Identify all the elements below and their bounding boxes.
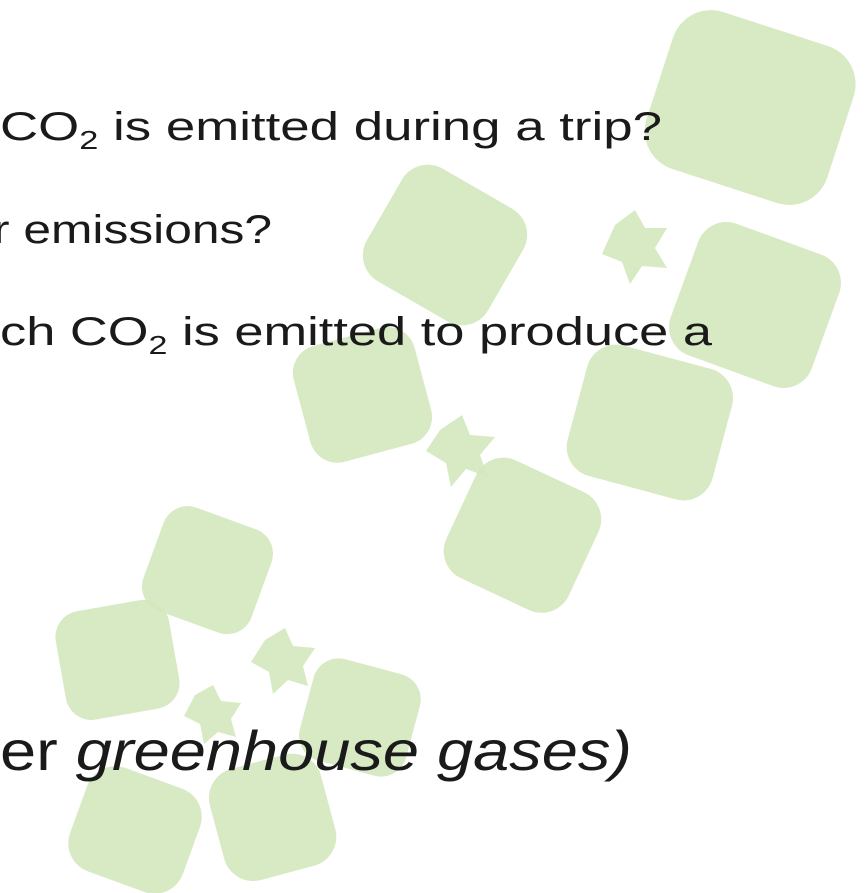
star-blob bbox=[602, 210, 667, 284]
text: r emissions? bbox=[0, 208, 272, 252]
text: is emitted to produce a bbox=[167, 310, 713, 354]
sole-blob bbox=[299, 658, 421, 777]
subscript: 2 bbox=[148, 330, 167, 360]
sole-blob bbox=[141, 506, 273, 635]
text: CO bbox=[0, 105, 79, 149]
text: ch CO bbox=[0, 310, 148, 354]
text: er bbox=[0, 719, 76, 782]
star-blob bbox=[426, 415, 495, 487]
sole-blob bbox=[55, 599, 180, 720]
text-line: r emissions? bbox=[0, 208, 272, 252]
heel-blob bbox=[68, 766, 202, 893]
star-blob bbox=[251, 628, 315, 694]
text: is emitted during a trip? bbox=[98, 105, 662, 149]
heel-blob bbox=[208, 753, 337, 882]
star-blob bbox=[184, 685, 241, 744]
toe-blob bbox=[644, 10, 856, 205]
text-line: ch CO 2 is emitted to produce a bbox=[0, 310, 713, 360]
sole-blob bbox=[566, 344, 734, 501]
italic-text: greenhouse gases) bbox=[76, 719, 632, 782]
sole-blob bbox=[292, 327, 433, 463]
footprint bbox=[55, 10, 856, 893]
toe-blob bbox=[362, 164, 528, 326]
text-line: er greenhouse gases) bbox=[0, 719, 632, 782]
text-line: CO 2 is emitted during a trip? bbox=[0, 105, 662, 155]
toe-blob bbox=[669, 222, 841, 388]
subscript: 2 bbox=[79, 125, 98, 155]
sole-blob bbox=[443, 457, 602, 613]
